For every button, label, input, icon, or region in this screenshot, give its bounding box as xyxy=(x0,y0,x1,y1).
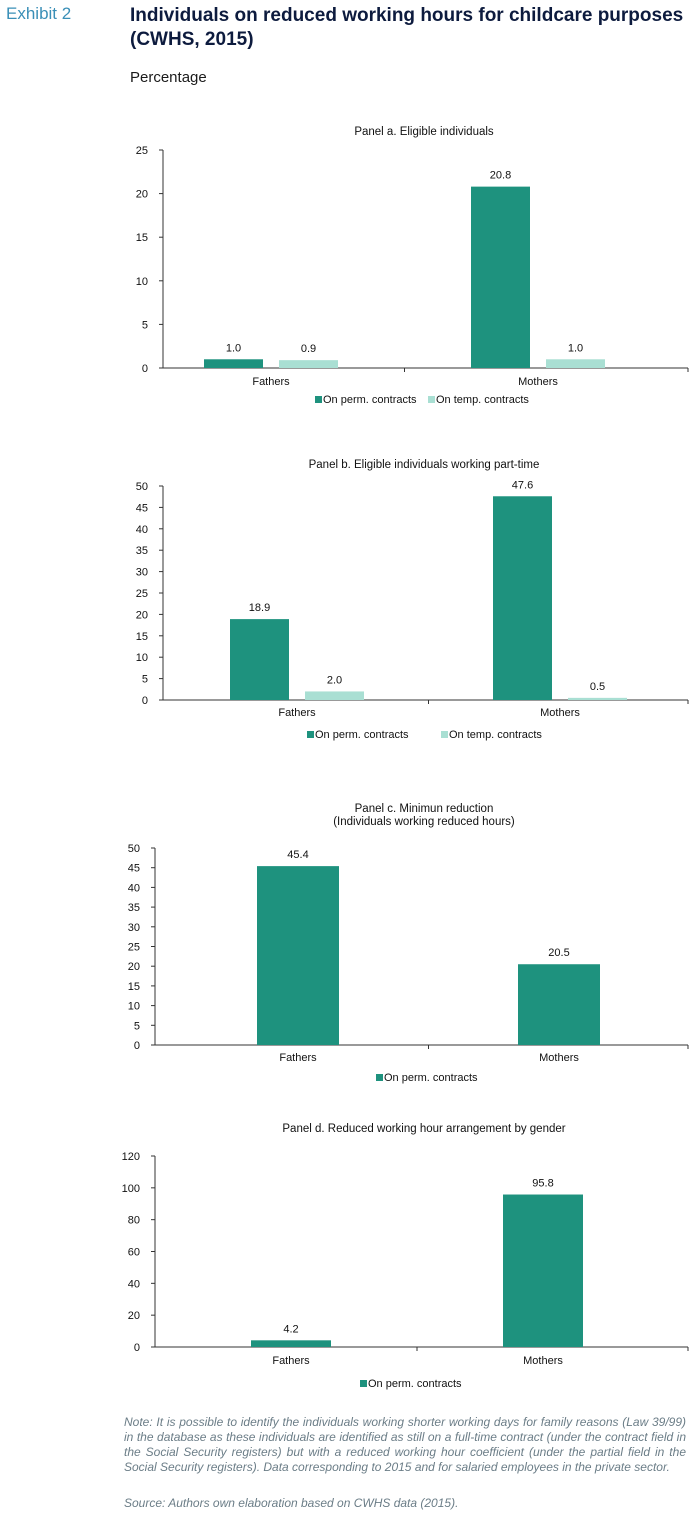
bar-fathers-series-2 xyxy=(279,360,338,368)
page-subtitle: Percentage xyxy=(130,69,207,86)
chart-subtitle: (Individuals working reduced hours) xyxy=(333,816,515,828)
legend-label: On temp. contracts xyxy=(436,394,529,406)
y-tick-label: 60 xyxy=(128,1247,140,1259)
legend-label: On perm. contracts xyxy=(323,394,417,406)
y-tick-label: 20 xyxy=(128,1310,140,1322)
bar-mothers-series-1 xyxy=(471,186,530,368)
legend-label: On temp. contracts xyxy=(449,729,542,741)
data-label: 45.4 xyxy=(287,849,308,861)
exhibit-label: Exhibit 2 xyxy=(6,4,72,23)
data-label: 95.8 xyxy=(532,1178,553,1190)
chart-panel-c: Panel c. Minimun reduction(Individuals w… xyxy=(128,803,689,1084)
y-tick-label: 45 xyxy=(128,863,140,875)
y-tick-label: 15 xyxy=(136,631,148,643)
y-tick-label: 0 xyxy=(134,1342,140,1354)
x-tick-label: Fathers xyxy=(279,1052,317,1064)
y-tick-label: 10 xyxy=(136,276,148,288)
data-label: 1.0 xyxy=(226,342,241,354)
bar-mothers-series-1 xyxy=(503,1194,583,1347)
y-tick-label: 25 xyxy=(136,145,148,157)
y-tick-label: 20 xyxy=(136,609,148,621)
y-tick-label: 80 xyxy=(128,1215,140,1227)
bar-mothers-series-2 xyxy=(568,697,627,700)
data-label: 2.0 xyxy=(327,674,342,686)
chart-title: Panel d. Reduced working hour arrangemen… xyxy=(282,1123,565,1135)
chart-panel-b: Panel b. Eligible individuals working pa… xyxy=(136,459,689,741)
chart-panel-d: Panel d. Reduced working hour arrangemen… xyxy=(122,1123,689,1390)
y-tick-label: 120 xyxy=(122,1151,140,1163)
bar-fathers-series-1 xyxy=(204,359,263,368)
chart-title: Panel a. Eligible individuals xyxy=(354,126,494,138)
bar-mothers-series-1 xyxy=(493,496,552,700)
data-label: 0.5 xyxy=(590,681,605,693)
legend-swatch xyxy=(360,1380,367,1387)
bar-fathers-series-2 xyxy=(305,691,364,700)
data-label: 1.0 xyxy=(568,342,583,354)
y-tick-label: 25 xyxy=(128,942,140,954)
x-tick-label: Fathers xyxy=(252,376,290,388)
source-note: Source: Authors own elaboration based on… xyxy=(124,1496,459,1510)
data-label: 20.8 xyxy=(490,170,511,182)
y-tick-label: 10 xyxy=(128,1001,140,1013)
y-tick-label: 5 xyxy=(142,319,148,331)
data-label: 0.9 xyxy=(301,343,316,355)
data-label: 20.5 xyxy=(548,947,569,959)
y-tick-label: 45 xyxy=(136,502,148,514)
bar-mothers-series-2 xyxy=(546,359,605,368)
y-tick-label: 0 xyxy=(142,363,148,375)
x-tick-label: Fathers xyxy=(278,707,316,719)
x-tick-label: Mothers xyxy=(518,376,558,388)
legend-swatch xyxy=(441,731,448,738)
chart-title: Panel b. Eligible individuals working pa… xyxy=(309,459,540,471)
data-label: 18.9 xyxy=(249,602,270,614)
y-tick-label: 50 xyxy=(128,843,140,855)
legend-label: On perm. contracts xyxy=(315,729,409,741)
y-tick-label: 0 xyxy=(142,695,148,707)
bar-fathers-series-1 xyxy=(251,1340,331,1347)
bar-mothers-series-1 xyxy=(518,964,600,1045)
y-tick-label: 50 xyxy=(136,481,148,493)
y-tick-label: 40 xyxy=(128,1278,140,1290)
y-tick-label: 5 xyxy=(134,1020,140,1032)
y-tick-label: 30 xyxy=(136,567,148,579)
bar-fathers-series-1 xyxy=(257,866,339,1045)
y-tick-label: 15 xyxy=(136,232,148,244)
y-tick-label: 15 xyxy=(128,981,140,993)
y-tick-label: 10 xyxy=(136,652,148,664)
x-tick-label: Mothers xyxy=(539,1052,579,1064)
legend-label: On perm. contracts xyxy=(368,1378,462,1390)
legend-swatch xyxy=(315,396,322,403)
data-label: 4.2 xyxy=(283,1323,298,1335)
y-tick-label: 100 xyxy=(122,1183,140,1195)
y-tick-label: 20 xyxy=(128,961,140,973)
data-label: 47.6 xyxy=(512,479,533,491)
legend-swatch xyxy=(428,396,435,403)
legend-label: On perm. contracts xyxy=(384,1072,478,1084)
chart-title: Panel c. Minimun reduction xyxy=(355,803,494,815)
legend-swatch xyxy=(307,731,314,738)
y-tick-label: 40 xyxy=(128,882,140,894)
legend-swatch xyxy=(376,1074,383,1081)
y-tick-label: 40 xyxy=(136,524,148,536)
y-tick-label: 35 xyxy=(136,545,148,557)
y-tick-label: 5 xyxy=(142,674,148,686)
y-tick-label: 25 xyxy=(136,588,148,600)
bar-fathers-series-1 xyxy=(230,619,289,700)
page-title: Individuals on reduced working hours for… xyxy=(130,5,684,50)
x-tick-label: Fathers xyxy=(272,1355,310,1367)
y-tick-label: 20 xyxy=(136,189,148,201)
footnote: Note: It is possible to identify the ind… xyxy=(124,1415,686,1474)
chart-panel-a: Panel a. Eligible individuals 0 5 10 15 20 25 1… xyxy=(136,126,689,406)
y-tick-label: 35 xyxy=(128,902,140,914)
x-tick-label: Mothers xyxy=(540,707,580,719)
y-tick-label: 0 xyxy=(134,1040,140,1052)
y-tick-label: 30 xyxy=(128,922,140,934)
x-tick-label: Mothers xyxy=(523,1355,563,1367)
